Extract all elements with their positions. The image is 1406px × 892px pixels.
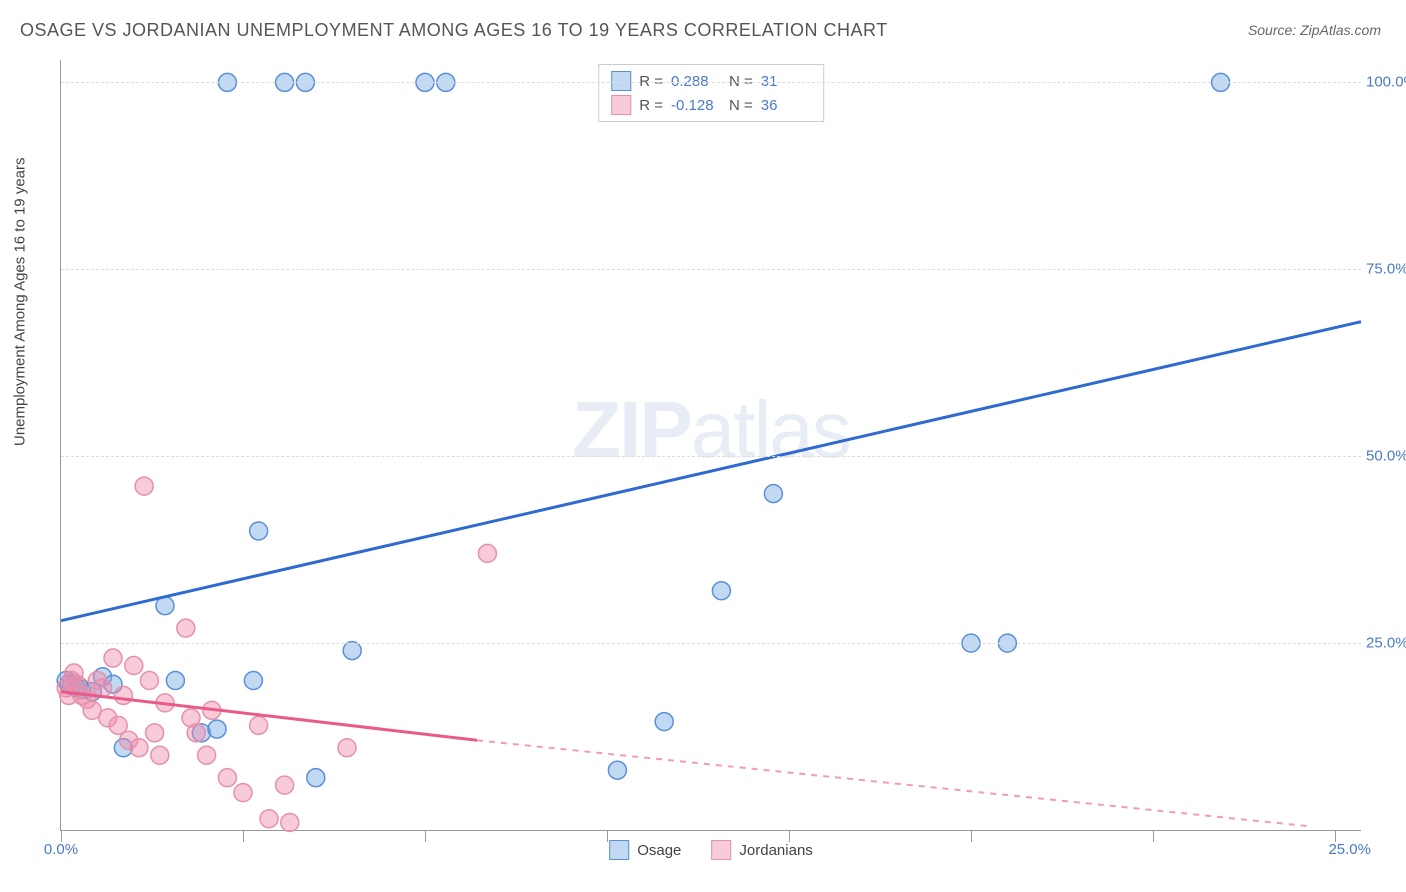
legend-item-osage: Osage <box>609 840 681 860</box>
data-point <box>764 485 782 503</box>
data-point <box>94 679 112 697</box>
x-tick <box>971 830 972 842</box>
data-point <box>712 582 730 600</box>
x-tick <box>607 830 608 842</box>
legend-item-jordanians: Jordanians <box>711 840 812 860</box>
data-point <box>260 810 278 828</box>
gridline <box>61 456 1361 457</box>
correlation-legend: R = 0.288 N = 31 R = -0.128 N = 36 <box>598 64 824 122</box>
legend-row-osage: R = 0.288 N = 31 <box>611 69 811 93</box>
data-point <box>234 784 252 802</box>
data-point <box>478 544 496 562</box>
data-point <box>250 522 268 540</box>
data-point <box>166 671 184 689</box>
y-tick-label: 25.0% <box>1366 635 1406 652</box>
data-point <box>338 739 356 757</box>
data-point <box>130 739 148 757</box>
gridline <box>61 269 1361 270</box>
x-tick <box>425 830 426 842</box>
data-point <box>343 642 361 660</box>
data-point <box>218 769 236 787</box>
trendline <box>61 322 1361 621</box>
x-tick <box>1335 830 1336 842</box>
swatch-osage <box>611 71 631 91</box>
data-point <box>140 671 158 689</box>
r-label: R = <box>639 73 663 90</box>
legend-row-jordanians: R = -0.128 N = 36 <box>611 93 811 117</box>
swatch-jordanians <box>611 95 631 115</box>
data-point <box>608 761 626 779</box>
data-point <box>125 657 143 675</box>
x-tick <box>243 830 244 842</box>
data-point <box>187 724 205 742</box>
x-axis-end-label: 25.0% <box>1328 841 1371 858</box>
legend-label-jordanians: Jordanians <box>739 842 812 859</box>
scatter-svg <box>61 60 1361 830</box>
data-point <box>307 769 325 787</box>
r-value-jordanians: -0.128 <box>671 97 721 114</box>
data-point <box>151 746 169 764</box>
n-value-osage: 31 <box>761 73 811 90</box>
plot-area: ZIPatlas R = 0.288 N = 31 R = -0.128 N =… <box>60 60 1361 831</box>
gridline <box>61 82 1361 83</box>
data-point <box>281 814 299 832</box>
data-point <box>250 716 268 734</box>
series-legend: Osage Jordanians <box>609 840 813 860</box>
x-tick <box>61 830 62 842</box>
data-point <box>276 776 294 794</box>
y-axis-label: Unemployment Among Ages 16 to 19 years <box>12 157 29 446</box>
data-point <box>208 720 226 738</box>
y-tick-label: 100.0% <box>1366 74 1406 91</box>
n-label: N = <box>729 73 753 90</box>
swatch-osage <box>609 840 629 860</box>
data-point <box>244 671 262 689</box>
x-tick <box>789 830 790 842</box>
chart-title: OSAGE VS JORDANIAN UNEMPLOYMENT AMONG AG… <box>20 20 888 41</box>
data-point <box>655 713 673 731</box>
legend-label-osage: Osage <box>637 842 681 859</box>
n-label: N = <box>729 97 753 114</box>
y-tick-label: 50.0% <box>1366 448 1406 465</box>
data-point <box>198 746 216 764</box>
gridline <box>61 643 1361 644</box>
y-tick-label: 75.0% <box>1366 261 1406 278</box>
swatch-jordanians <box>711 840 731 860</box>
x-axis-start-label: 0.0% <box>44 841 78 858</box>
data-point <box>104 649 122 667</box>
r-label: R = <box>639 97 663 114</box>
data-point <box>135 477 153 495</box>
n-value-jordanians: 36 <box>761 97 811 114</box>
source-attribution: Source: ZipAtlas.com <box>1248 22 1381 38</box>
r-value-osage: 0.288 <box>671 73 721 90</box>
data-point <box>177 619 195 637</box>
x-tick <box>1153 830 1154 842</box>
trendline-dashed <box>477 740 1309 826</box>
data-point <box>114 686 132 704</box>
data-point <box>146 724 164 742</box>
